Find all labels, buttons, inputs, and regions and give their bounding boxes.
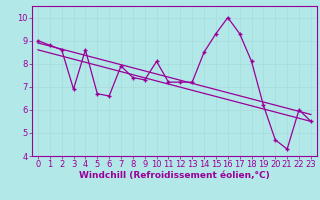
X-axis label: Windchill (Refroidissement éolien,°C): Windchill (Refroidissement éolien,°C) xyxy=(79,171,270,180)
